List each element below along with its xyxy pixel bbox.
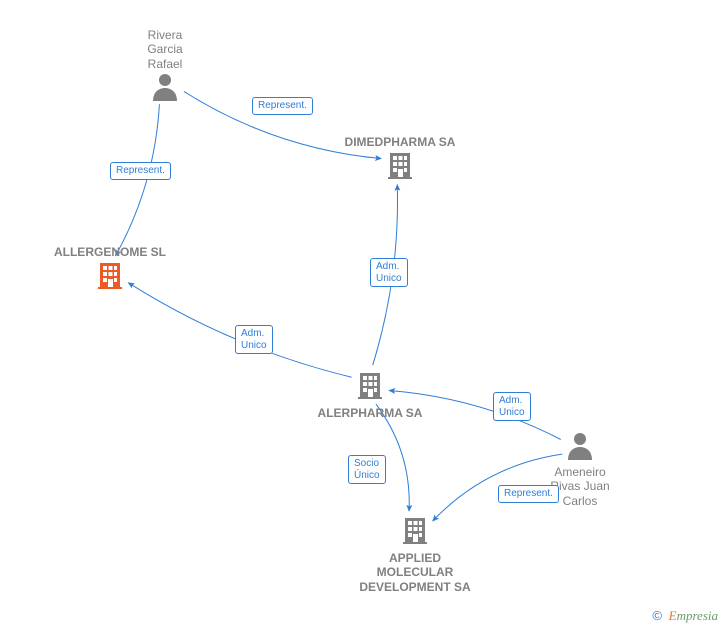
edge-label: Socio Único xyxy=(348,455,386,484)
edge xyxy=(116,104,160,256)
node-rivera[interactable]: RiveraGarciaRafael xyxy=(105,28,225,106)
node-label: ALLERGENOME SL xyxy=(50,245,170,259)
diagram-canvas: RiveraGarciaRafael ALLERGENOME SL DIMEDP… xyxy=(0,0,728,630)
node-label: RiveraGarciaRafael xyxy=(105,28,225,71)
building-icon xyxy=(310,369,430,406)
edge-label: Represent. xyxy=(252,97,313,115)
building-icon xyxy=(50,259,170,296)
building-icon xyxy=(355,514,475,551)
node-label: DIMEDPHARMA SA xyxy=(340,135,460,149)
edge-label: Adm. Unico xyxy=(493,392,531,421)
edge-label: Represent. xyxy=(110,162,171,180)
building-icon xyxy=(340,149,460,186)
person-icon xyxy=(520,430,640,465)
node-dimedpharma[interactable]: DIMEDPHARMA SA xyxy=(340,135,460,186)
node-allergenome[interactable]: ALLERGENOME SL xyxy=(50,245,170,296)
node-label: APPLIEDMOLECULARDEVELOPMENT SA xyxy=(355,551,475,594)
node-applied[interactable]: APPLIEDMOLECULARDEVELOPMENT SA xyxy=(355,514,475,594)
edge-label: Represent. xyxy=(498,485,559,503)
node-alerpharma[interactable]: ALERPHARMA SA xyxy=(310,369,430,420)
copyright-symbol: © xyxy=(652,608,662,623)
person-icon xyxy=(105,71,225,106)
edge-label: Adm. Unico xyxy=(370,258,408,287)
edge-label: Adm. Unico xyxy=(235,325,273,354)
node-label: ALERPHARMA SA xyxy=(310,406,430,420)
brand-name: Empresia xyxy=(669,608,718,623)
watermark: © Empresia xyxy=(652,608,718,624)
